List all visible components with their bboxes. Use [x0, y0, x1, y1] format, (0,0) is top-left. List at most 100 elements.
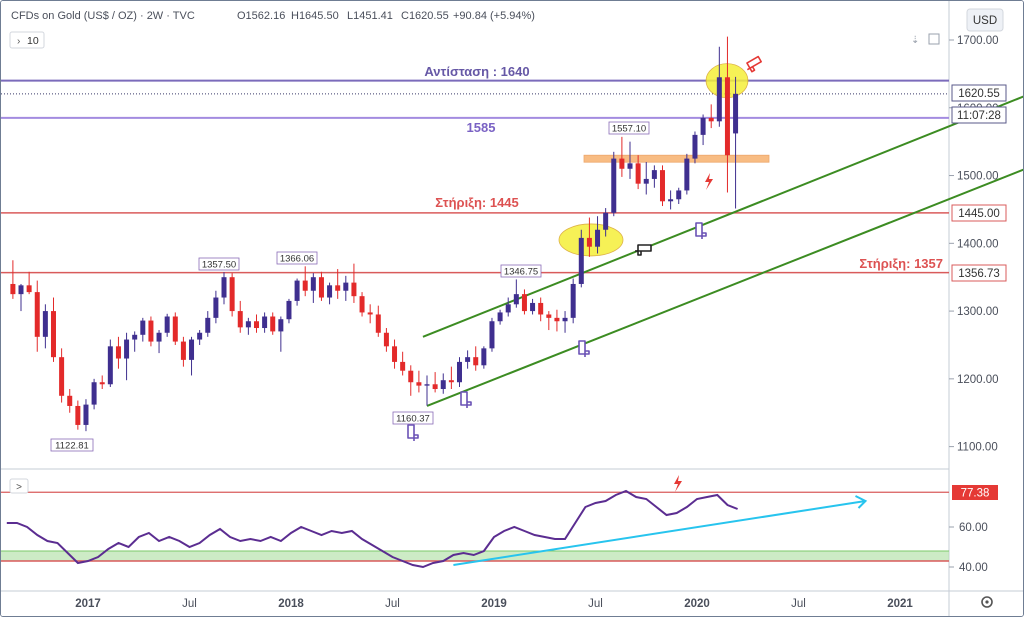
- pointing-hand-icon: [746, 55, 762, 73]
- hand-shape: [578, 340, 590, 357]
- rsi-band: [1, 551, 949, 561]
- candle-body: [59, 357, 65, 396]
- candle: [26, 271, 32, 295]
- rsi-trend-arrowhead: [855, 495, 868, 509]
- candle-body: [546, 314, 552, 318]
- candle: [505, 297, 511, 317]
- candle-body: [221, 277, 227, 298]
- candle: [115, 336, 121, 369]
- candle-body: [692, 134, 698, 159]
- ohlc-high: H1645.50: [291, 10, 339, 22]
- candle: [619, 136, 625, 177]
- time-tick-label: 2020: [684, 598, 710, 610]
- candle-body: [180, 341, 186, 360]
- candle-body: [416, 382, 422, 386]
- candle: [481, 346, 487, 369]
- candle: [213, 290, 219, 324]
- interval-button[interactable]: › 10: [9, 31, 45, 49]
- candle-body: [440, 380, 446, 390]
- candle-body: [465, 357, 471, 362]
- hand-shape: [695, 222, 707, 239]
- candle-body: [302, 280, 308, 291]
- candle: [733, 76, 739, 209]
- settings-gear-button[interactable]: [981, 596, 993, 608]
- candle: [367, 304, 373, 324]
- candle-body: [627, 163, 633, 169]
- currency-button[interactable]: USD: [966, 8, 1004, 32]
- price-tick-label: 1400.00: [957, 238, 999, 250]
- level-1585-label: 1585: [467, 120, 496, 135]
- candle: [546, 311, 552, 331]
- candle-body: [156, 332, 162, 342]
- candle-body: [375, 314, 381, 333]
- candle: [197, 330, 203, 345]
- candle: [189, 336, 195, 376]
- last-price-text: 1620.55: [958, 88, 1000, 100]
- ohlc-low: L1451.41: [347, 10, 393, 22]
- candle: [237, 300, 243, 333]
- candle: [99, 375, 105, 390]
- candle: [132, 331, 138, 352]
- ohlc-open: O1562.16: [237, 10, 285, 22]
- svg-text:›: ›: [17, 36, 20, 47]
- channel-lower-line: [426, 168, 1023, 407]
- candle-body: [172, 316, 178, 342]
- symbol-title: CFDs on Gold (US$ / OZ) · 2W · TVC: [11, 10, 195, 22]
- candle: [448, 366, 454, 390]
- candle: [651, 165, 657, 188]
- candle-body: [530, 302, 536, 312]
- candle-body: [26, 285, 32, 293]
- high-1346-text: 1346.75: [504, 267, 538, 278]
- candle-body: [733, 93, 739, 134]
- pointing-hand-icon: [460, 391, 472, 408]
- candle: [392, 339, 398, 369]
- rsi-tick-label: 40.00: [959, 562, 988, 574]
- candle-body: [456, 361, 462, 383]
- annotation-icons: [407, 55, 762, 492]
- candle-body: [327, 285, 333, 298]
- candle: [327, 282, 333, 305]
- candle-body: [50, 311, 56, 358]
- price-tick-label: 1500.00: [957, 171, 999, 183]
- candle-body: [253, 321, 259, 329]
- candle: [107, 339, 113, 387]
- candle-body: [10, 283, 16, 295]
- candle-body: [448, 380, 454, 383]
- candle: [489, 317, 495, 352]
- candle: [318, 271, 324, 301]
- candle: [716, 46, 722, 127]
- candle: [595, 216, 601, 254]
- candle: [424, 375, 430, 406]
- rsi-trendline: [453, 500, 866, 566]
- time-tick-label: 2017: [75, 598, 101, 610]
- candle: [262, 312, 268, 333]
- candle: [562, 311, 568, 333]
- candle-body: [497, 312, 503, 322]
- high-1346-tag: 1346.75: [500, 264, 542, 278]
- candle: [172, 312, 178, 345]
- candle: [205, 311, 211, 337]
- candle-body: [294, 280, 300, 301]
- candle-body: [91, 382, 97, 405]
- candle-body: [245, 321, 251, 328]
- candle: [34, 280, 40, 352]
- candle: [375, 305, 381, 337]
- candle-body: [164, 316, 170, 333]
- candle: [538, 297, 544, 322]
- candle-body: [359, 296, 365, 313]
- ohlc-change: +90.84 (+5.94%): [453, 10, 535, 22]
- time-tick-label: 2018: [278, 598, 304, 610]
- indicator-collapse-button[interactable]: >: [9, 478, 29, 494]
- candle: [708, 104, 714, 129]
- rsi-level-text: 77.38: [961, 488, 990, 500]
- candle: [50, 297, 56, 362]
- candle: [140, 317, 146, 342]
- candle-body: [570, 283, 576, 318]
- candle-body: [335, 285, 341, 291]
- candle: [530, 298, 536, 315]
- candle: [42, 304, 48, 349]
- maximize-icon[interactable]: [928, 33, 940, 45]
- arrow-down-icon[interactable]: ⇣: [911, 35, 919, 46]
- candle: [570, 278, 576, 324]
